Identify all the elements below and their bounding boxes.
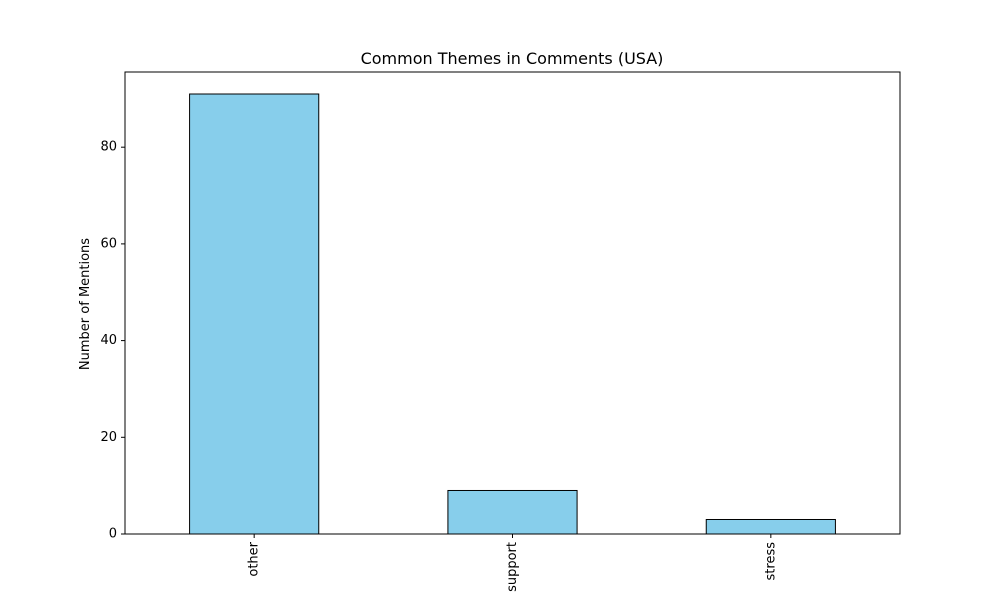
- x-tick-label-stress: stress: [763, 542, 778, 581]
- y-axis-label: Number of Mentions: [78, 238, 93, 370]
- bar-stress: [705, 518, 836, 535]
- axes-frame: [124, 71, 901, 535]
- y-tick-label: 80: [100, 140, 117, 155]
- y-tick-label: 20: [100, 430, 117, 445]
- y-tick-label: 0: [109, 527, 117, 542]
- x-tick-label-support: support: [505, 542, 520, 592]
- x-tick-label-other: other: [247, 541, 262, 576]
- plot-area: 0 20 40 60 80 other support stress: [100, 71, 901, 592]
- chart-title: Common Themes in Comments (USA): [361, 49, 664, 68]
- bar-other: [189, 93, 320, 535]
- bar-support: [447, 489, 578, 535]
- x-axis-ticks: other support stress: [247, 534, 778, 592]
- y-axis-ticks: 0 20 40 60 80: [100, 140, 125, 542]
- bars-group: [189, 93, 836, 535]
- y-tick-label: 40: [100, 333, 117, 348]
- y-tick-label: 60: [100, 236, 117, 251]
